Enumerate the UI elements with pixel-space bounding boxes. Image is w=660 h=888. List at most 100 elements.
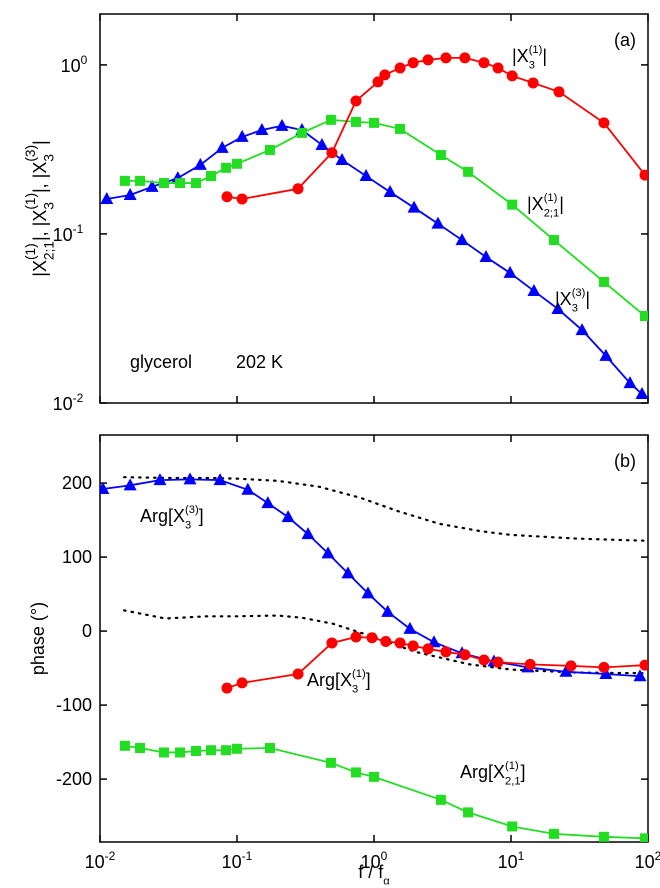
marker [351, 116, 362, 127]
marker [380, 635, 392, 647]
marker [395, 123, 406, 134]
text-part: -1 [242, 849, 253, 863]
marker [236, 193, 248, 205]
marker [183, 472, 197, 485]
marker [100, 482, 110, 495]
text-part: (1) [544, 192, 558, 204]
panel-label: (a) [614, 30, 636, 50]
y-tick-label: 0 [82, 621, 92, 641]
text-part: 10 [635, 852, 655, 872]
y-tick-label: -100 [56, 695, 92, 715]
marker [369, 771, 379, 782]
marker [221, 745, 232, 756]
marker [639, 659, 648, 671]
text-part: 3 [352, 683, 358, 695]
marker [492, 656, 504, 668]
marker [123, 478, 137, 491]
text-part: 0 [81, 53, 88, 67]
marker [292, 183, 304, 195]
marker [527, 77, 539, 89]
marker [435, 150, 446, 161]
text-part: 1 [518, 849, 525, 863]
marker [440, 52, 452, 64]
marker [599, 667, 613, 680]
marker [598, 117, 610, 129]
marker [463, 166, 474, 177]
marker [503, 265, 517, 278]
text-part: (1) [23, 243, 38, 260]
marker [135, 743, 146, 754]
y-tick-label: 100 [62, 547, 92, 567]
text-part: 10 [53, 225, 73, 245]
y-tick-label: -200 [56, 769, 92, 789]
series-label: |X3 (1)| [512, 44, 547, 71]
text-part: (3) [572, 287, 586, 299]
marker [635, 387, 648, 400]
marker [369, 117, 379, 128]
marker [221, 162, 232, 173]
marker [326, 637, 338, 649]
marker [158, 178, 169, 189]
model-curve [123, 609, 648, 675]
marker [598, 661, 610, 673]
marker [215, 140, 229, 153]
text-part: 10 [61, 56, 81, 76]
marker [119, 740, 130, 751]
marker [206, 745, 217, 756]
marker [383, 185, 397, 198]
marker [381, 604, 395, 617]
marker [527, 283, 541, 296]
marker [598, 831, 609, 842]
x-axis-label: f / fα [358, 862, 390, 887]
text-part: 10 [53, 394, 73, 414]
series-line [226, 636, 646, 689]
marker [175, 747, 186, 758]
marker [153, 473, 167, 486]
text-part: 3 [529, 59, 535, 71]
marker [190, 178, 201, 189]
text-part: 2;1 [42, 241, 57, 260]
marker [479, 250, 493, 263]
x-tick-label: 101 [498, 849, 525, 872]
marker [264, 144, 275, 155]
marker [633, 669, 647, 682]
marker [639, 169, 648, 181]
series-line [226, 56, 646, 200]
text-part: 3 [42, 202, 57, 210]
text-part: ] [199, 506, 204, 526]
text-part: 10 [498, 852, 518, 872]
text-part: 3 [42, 154, 57, 162]
marker [422, 643, 434, 655]
text-part: | [585, 289, 590, 309]
text-part: phase (°) [28, 602, 48, 675]
plot-frame [99, 13, 649, 404]
marker [135, 175, 146, 186]
marker [206, 171, 217, 182]
marker [281, 510, 295, 523]
text-part: |, [30, 178, 50, 193]
text-part: |X [30, 162, 50, 179]
marker [190, 745, 201, 756]
marker [275, 118, 289, 131]
marker [407, 57, 419, 69]
marker [264, 743, 275, 754]
marker [407, 640, 419, 652]
marker [325, 114, 336, 125]
x-tick-label: 10-1 [222, 849, 253, 872]
x-tick-label: 100 [361, 849, 388, 872]
marker [379, 69, 391, 81]
plot-area [100, 52, 648, 400]
text-part: 2;1 [544, 207, 560, 219]
text-part: Arg[X [140, 506, 185, 526]
marker [158, 747, 169, 758]
y-tick-label: 10-1 [53, 222, 84, 245]
plot-area [100, 472, 648, 842]
marker [232, 743, 242, 754]
marker [431, 216, 445, 229]
marker [100, 191, 114, 204]
y-tick-label: 10-2 [53, 391, 84, 414]
marker [335, 152, 349, 165]
marker [361, 586, 375, 599]
marker [623, 376, 637, 389]
text-part: 0 [381, 849, 388, 863]
